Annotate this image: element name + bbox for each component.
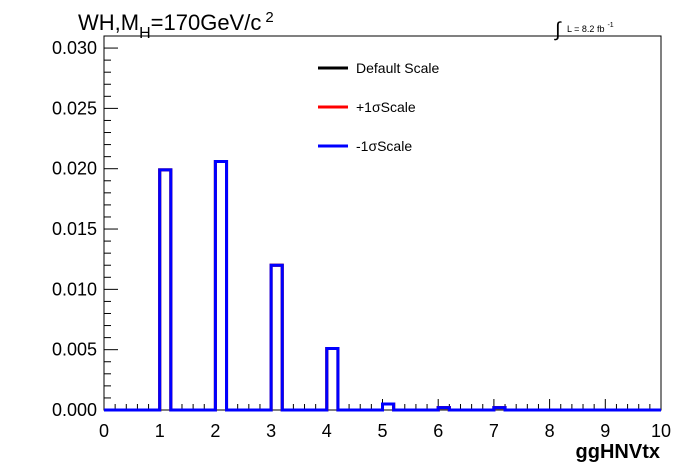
x-tick-label: 4 <box>322 421 332 441</box>
y-tick-label: 0.015 <box>52 219 97 239</box>
legend: Default Scale +1σScale -1σScale <box>318 60 439 154</box>
x-axis-title: ggHNVtx <box>576 441 660 463</box>
x-tick-label: 8 <box>545 421 555 441</box>
legend-label-default: Default Scale <box>356 60 439 76</box>
chart-title: WH,MH=170GeV/c 2 <box>78 9 274 42</box>
x-tick-label: 3 <box>266 421 276 441</box>
luminosity-integral-symbol: ∫ <box>554 19 562 41</box>
y-tick-label: 0.005 <box>52 340 97 360</box>
y-axis-ticks: 0.000 0.005 0.010 0.015 0.020 0.025 0.030 <box>52 35 118 420</box>
plot-frame <box>103 35 662 411</box>
title-main-a: WH,M <box>78 10 139 35</box>
legend-label-plus1sigma: +1σScale <box>356 99 416 115</box>
y-tick-label: 0.010 <box>52 279 97 299</box>
series-line-2 <box>104 159 661 412</box>
series-layer <box>104 159 661 412</box>
luminosity-text: L = 8.2 fb <box>567 24 604 34</box>
x-tick-label: 0 <box>99 421 109 441</box>
y-tick-label: 0.025 <box>52 98 97 118</box>
x-tick-label: 5 <box>377 421 387 441</box>
x-tick-label: 10 <box>651 421 671 441</box>
title-main-b: =170GeV/c <box>151 10 262 35</box>
legend-label-minus1sigma: -1σScale <box>356 138 412 154</box>
x-tick-label: 1 <box>155 421 165 441</box>
luminosity-superscript: -1 <box>607 22 613 29</box>
luminosity-label: L = 8.2 fb -1 <box>567 22 614 34</box>
title-subscript: H <box>139 25 151 42</box>
x-tick-label: 6 <box>433 421 443 441</box>
x-tick-label: 7 <box>489 421 499 441</box>
title-superscript: 2 <box>265 9 273 26</box>
series-line-1 <box>104 159 661 412</box>
series-line-0 <box>104 159 661 412</box>
y-tick-label: 0.030 <box>52 38 97 58</box>
y-tick-label: 0.020 <box>52 159 97 179</box>
x-tick-label: 9 <box>600 421 610 441</box>
y-tick-label: 0.000 <box>52 400 97 420</box>
x-tick-label: 2 <box>210 421 220 441</box>
